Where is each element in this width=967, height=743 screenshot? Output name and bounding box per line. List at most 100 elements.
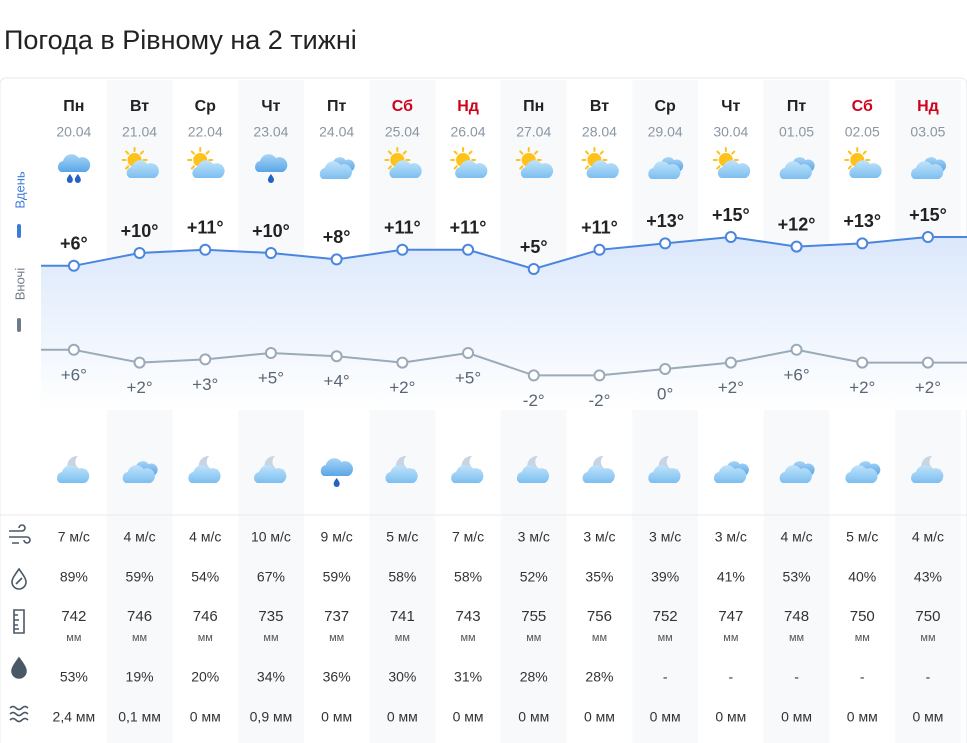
night-line-label: +6° <box>61 365 87 384</box>
weather-icon <box>254 455 287 483</box>
day-name: Ср <box>195 98 217 115</box>
cloud <box>255 154 288 172</box>
night-line-label: +2° <box>849 378 875 397</box>
precip-probability-value: - <box>729 669 734 685</box>
night-line-point <box>921 356 934 369</box>
wind-value: 9 м/с <box>321 529 353 545</box>
date: 24.04 <box>319 124 354 140</box>
sun-ray <box>205 150 210 155</box>
precip-probability-value: - <box>926 669 931 685</box>
night-line-label: +2° <box>915 378 941 397</box>
day-line-point <box>133 247 146 259</box>
night-line-label: +3° <box>192 375 218 394</box>
precip-probability-value: 19% <box>126 669 154 685</box>
weather-icon <box>320 458 353 488</box>
precip-value: 0 мм <box>387 709 418 725</box>
pressure-value: 743 <box>456 608 481 625</box>
day-line-point <box>67 259 80 272</box>
night-line-point <box>396 356 409 369</box>
column-stripe <box>369 80 436 743</box>
wind-value: 7 м/с <box>58 529 90 545</box>
humidity-value: 54% <box>191 569 219 585</box>
date: 23.04 <box>253 124 288 140</box>
precip-probability-value: 30% <box>388 669 416 685</box>
date: 29.04 <box>648 124 683 140</box>
cloud <box>451 465 484 483</box>
rain-drop <box>267 174 274 183</box>
day-line-point <box>921 231 934 243</box>
humidity-value: 35% <box>585 569 613 585</box>
wind-value: 10 м/с <box>251 529 291 545</box>
precip-icon <box>9 705 29 723</box>
precip-probability-value: 36% <box>323 669 351 685</box>
precip-probability-value: 28% <box>585 669 613 685</box>
day-line-label: +13° <box>646 211 684 231</box>
pressure-unit: мм <box>66 632 81 644</box>
cloud <box>648 161 681 179</box>
day-line-label: +6° <box>60 234 88 254</box>
humidity-value: 43% <box>914 569 942 585</box>
cloud <box>713 465 747 483</box>
precip-value: 0,1 мм <box>118 709 161 725</box>
precip-value: 0,9 мм <box>250 709 293 725</box>
day-line-point <box>790 240 803 253</box>
date: 02.05 <box>845 124 880 140</box>
night-line-label: +2° <box>718 378 744 397</box>
day-line-label: +8° <box>323 227 351 247</box>
sun-ray <box>190 150 195 155</box>
day-line-label: +10° <box>121 221 159 241</box>
cloud <box>911 465 944 483</box>
wind-value: 4 м/с <box>912 529 944 545</box>
wind-icon <box>9 524 31 544</box>
cloud <box>385 465 418 483</box>
precip-probability-value: 53% <box>60 669 88 685</box>
day-name: Сб <box>392 98 413 115</box>
weather-icon <box>911 157 947 179</box>
weather-icon <box>516 455 550 483</box>
day-line-label: +5° <box>520 237 548 257</box>
weather-icon <box>56 455 90 483</box>
night-line-point <box>659 363 672 375</box>
cloud <box>849 160 882 178</box>
night-line-point <box>330 350 343 363</box>
pressure-unit: мм <box>855 632 870 644</box>
humidity-icon <box>11 567 27 590</box>
day-name: Пн <box>63 98 84 115</box>
precip-value: 0 мм <box>453 709 484 725</box>
cloud <box>586 160 619 178</box>
wind-value: 5 м/с <box>846 529 878 545</box>
wind-value: 4 м/с <box>189 529 221 545</box>
day-line-point <box>856 237 869 250</box>
pressure-unit: мм <box>132 632 147 644</box>
night-label: Вночі <box>12 268 27 301</box>
night-line-point <box>593 369 606 382</box>
night-line-label: +2° <box>126 378 152 397</box>
precip-value: 0 мм <box>781 709 812 725</box>
sun-ray <box>139 150 145 155</box>
pressure-value: 737 <box>324 608 349 625</box>
day-line-point <box>659 237 672 250</box>
humidity-value: 40% <box>848 569 876 585</box>
date: 25.04 <box>385 124 420 140</box>
weather-icon <box>845 461 881 483</box>
day-marker <box>17 224 21 238</box>
date: 21.04 <box>122 124 157 140</box>
pressure-value: 746 <box>193 608 218 625</box>
pressure-unit: мм <box>395 632 410 644</box>
pressure-value: 741 <box>390 608 415 625</box>
sun-ray <box>599 150 604 155</box>
date: 01.05 <box>779 124 814 140</box>
day-name: Пт <box>327 98 347 115</box>
column-stripe <box>895 80 961 743</box>
humidity-value: 89% <box>60 569 88 585</box>
wind-value: 3 м/с <box>715 529 747 545</box>
night-line-label: +6° <box>783 365 809 384</box>
precip-value: 0 мм <box>584 709 615 725</box>
sun-ray <box>125 165 130 170</box>
pressure-value: 748 <box>784 608 809 625</box>
day-name: Сб <box>852 98 873 115</box>
rain-drop <box>66 174 73 183</box>
night-line-point <box>856 356 869 369</box>
date: 28.04 <box>582 124 617 140</box>
day-name: Ср <box>654 98 676 115</box>
